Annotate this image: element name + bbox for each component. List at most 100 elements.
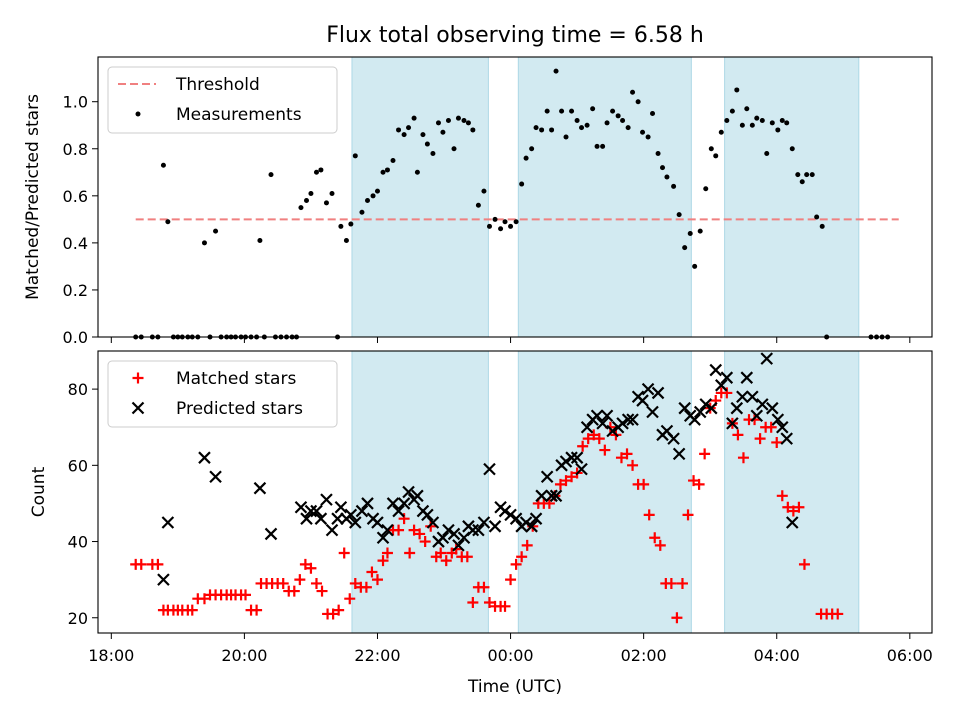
measurements-point-89 xyxy=(590,106,596,112)
matched-stars-point-11 xyxy=(186,604,198,616)
predicted-stars-point-20 xyxy=(361,497,374,510)
measurements-point-37 xyxy=(323,200,329,206)
matched-stars-point-49 xyxy=(393,524,405,536)
measurements-point-24 xyxy=(257,238,263,244)
matched-stars-point-66 xyxy=(483,597,495,609)
predicted-stars-point-11 xyxy=(314,512,328,525)
measurements-point-58 xyxy=(430,150,436,156)
matched-stars-point-112 xyxy=(737,452,749,464)
measurements-point-109 xyxy=(692,263,698,269)
predicted-stars-point-88 xyxy=(709,363,723,377)
matched-stars-point-103 xyxy=(688,475,700,487)
matched-stars-point-13 xyxy=(198,593,210,605)
y-tick-label: 1.0 xyxy=(63,93,88,112)
predicted-stars-point-68 xyxy=(606,424,619,438)
matched-stars-point-37 xyxy=(327,608,339,620)
measurements-point-118 xyxy=(739,122,745,128)
x-tick-label: 22:00 xyxy=(354,646,400,665)
predicted-stars-point-81 xyxy=(672,447,686,461)
matched-stars-point-122 xyxy=(793,501,805,513)
matched-stars-point-117 xyxy=(765,421,777,433)
measurements-point-112 xyxy=(708,146,714,152)
measurements-point-117 xyxy=(734,87,740,93)
measurements-point-75 xyxy=(519,181,525,187)
predicted-stars-point-96 xyxy=(750,409,764,423)
predicted-stars-point-12 xyxy=(320,493,333,506)
predicted-stars-point-28 xyxy=(402,485,415,499)
matched-stars-point-84 xyxy=(582,433,594,445)
measurements-point-86 xyxy=(574,118,580,124)
measurements-point-68 xyxy=(481,188,487,194)
measurements-point-64 xyxy=(461,118,467,124)
measurements-point-120 xyxy=(749,122,755,128)
measurements-point-71 xyxy=(498,226,504,232)
predicted-stars-point-22 xyxy=(371,516,384,529)
legend-label: Predicted stars xyxy=(176,399,303,419)
measurements-point-72 xyxy=(502,219,508,225)
legend-label: Matched stars xyxy=(176,369,296,389)
predicted-stars-point-48 xyxy=(504,508,517,522)
matched-stars-point-53 xyxy=(414,528,426,540)
x-tick-label: 02:00 xyxy=(621,646,667,665)
matched-stars-point-79 xyxy=(554,478,566,490)
measurements-point-98 xyxy=(635,99,641,105)
predicted-stars-point-56 xyxy=(545,489,558,503)
matched-stars-point-47 xyxy=(381,547,393,559)
measurements-point-97 xyxy=(630,89,636,95)
y-axis-label: Matched/Predicted stars xyxy=(23,94,43,300)
measurements-point-76 xyxy=(523,155,529,161)
matched-stars-point-121 xyxy=(787,505,799,517)
measurements-point-119 xyxy=(744,106,750,112)
measurements-point-131 xyxy=(804,172,810,178)
measurements-point-83 xyxy=(559,108,565,114)
measurements-point-93 xyxy=(610,108,616,114)
y-tick-label: 0.4 xyxy=(63,234,88,253)
measurements-point-127 xyxy=(784,120,790,126)
measurements-point-60 xyxy=(440,129,446,135)
measurements-point-124 xyxy=(769,120,775,126)
predicted-stars-point-103 xyxy=(785,516,799,529)
matched-stars-point-62 xyxy=(461,551,473,563)
predicted-stars-point-65 xyxy=(590,409,604,423)
measurements-point-15 xyxy=(213,228,219,234)
predicted-stars-point-47 xyxy=(498,504,512,518)
predicted-stars-point-77 xyxy=(651,386,665,400)
matched-stars-point-44 xyxy=(366,566,378,578)
measurements-point-87 xyxy=(579,125,585,131)
predicted-stars-point-3 xyxy=(198,451,211,464)
predicted-stars-point-8 xyxy=(300,512,313,525)
matched-stars-point-28 xyxy=(277,577,289,589)
predicted-stars-point-55 xyxy=(540,470,554,484)
predicted-stars-point-67 xyxy=(600,409,614,423)
matched-stars-point-80 xyxy=(560,475,572,487)
predicted-stars-point-70 xyxy=(616,417,629,430)
measurements-point-100 xyxy=(645,134,651,140)
predicted-stars-point-18 xyxy=(349,516,362,529)
predicted-stars-point-98 xyxy=(760,352,774,365)
predicted-stars-point-27 xyxy=(397,497,411,510)
measurements-point-88 xyxy=(584,122,590,128)
measurements-point-77 xyxy=(529,146,535,152)
predicted-stars-point-74 xyxy=(636,394,649,407)
predicted-stars-point-32 xyxy=(421,508,434,522)
predicted-stars-point-2 xyxy=(161,516,175,529)
matched-stars-point-123 xyxy=(798,558,810,570)
measurements-point-99 xyxy=(640,129,646,135)
measurements-point-55 xyxy=(414,169,420,175)
x-tick-label: 04:00 xyxy=(754,646,800,665)
matched-stars-point-23 xyxy=(251,604,263,616)
measurements-point-69 xyxy=(486,223,492,229)
matched-stars-point-96 xyxy=(649,532,661,544)
matched-stars-point-65 xyxy=(478,581,490,593)
measurements-point-53 xyxy=(406,125,412,131)
matched-stars-point-31 xyxy=(294,574,306,586)
predicted-stars-point-45 xyxy=(488,520,502,533)
measurements-point-106 xyxy=(676,212,682,218)
bottom-panel-counts: 20 40 60 80 18:00 20:00 22:00 00:00 02:00 04:00 06… xyxy=(29,350,933,665)
measurements-point-66 xyxy=(470,127,476,133)
legend-measurements-swatch xyxy=(135,111,141,117)
x-tick-label: 00:00 xyxy=(488,646,534,665)
measurements-point-40 xyxy=(338,223,344,229)
matched-stars-point-109 xyxy=(721,387,733,399)
matched-stars-point-111 xyxy=(732,429,744,441)
